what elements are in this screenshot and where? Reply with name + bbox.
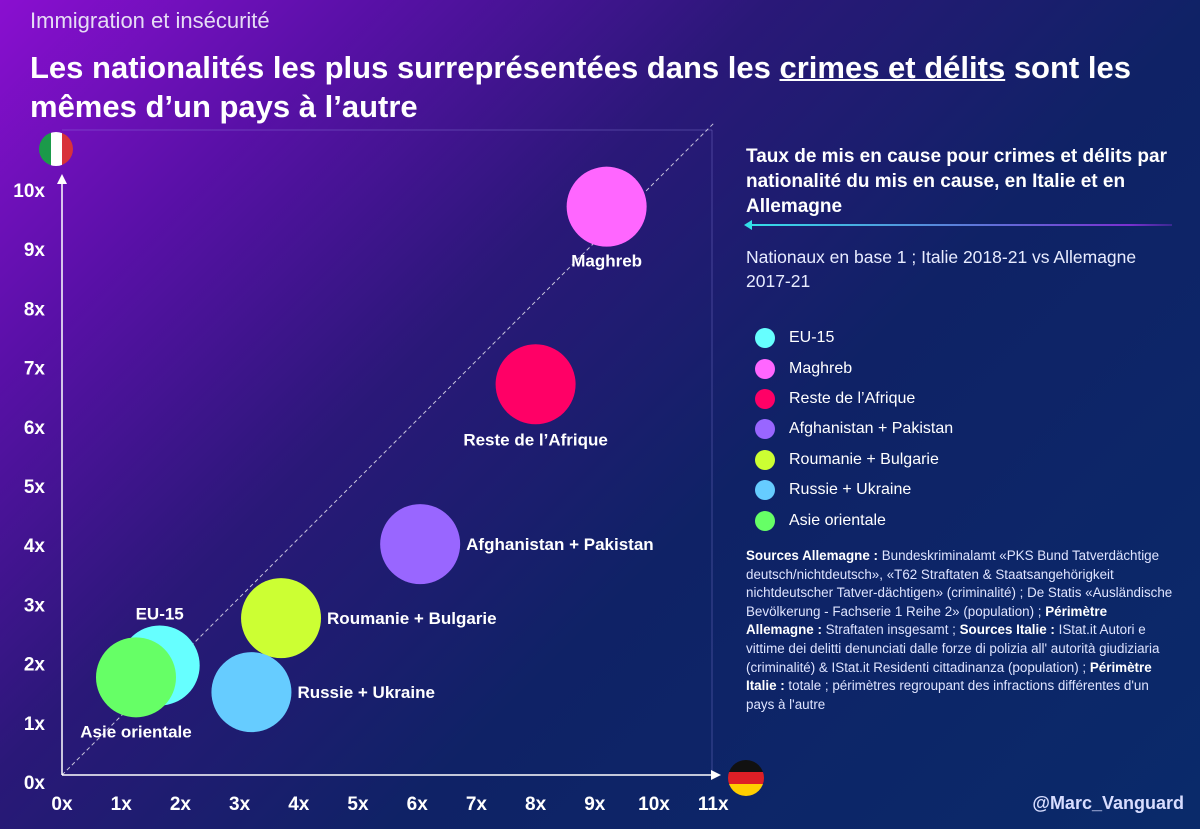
bubble-label: Afghanistan + Pakistan (466, 535, 654, 554)
y-tick-label: 2x (24, 655, 46, 676)
x-tick-label: 11x (698, 794, 729, 815)
legend-swatch (755, 328, 775, 349)
bubble-asie-orientale (96, 637, 176, 718)
page-title: Les nationalités les plus surreprésentée… (30, 48, 1170, 126)
sources-body: Straftaten insgesamt ; (821, 622, 960, 638)
sources-heading: Sources Allemagne : (746, 548, 878, 563)
legend-item: EU-15 (755, 323, 953, 353)
x-tick-label: 8x (525, 794, 547, 815)
bubble-russie-ukraine (211, 652, 292, 733)
x-tick-label: 6x (407, 794, 429, 815)
x-tick-label: 7x (466, 794, 488, 815)
bubble-label: Asie orientale (80, 722, 192, 741)
sources-text: Sources Allemagne : Bundeskriminalamt «P… (746, 547, 1176, 714)
bubble-label: Reste de l’Afrique (463, 430, 608, 449)
legend-swatch (755, 419, 775, 440)
bubble-label: Russie + Ukraine (297, 683, 435, 702)
x-tick-label: 3x (229, 794, 251, 815)
x-tick-label: 0x (51, 794, 73, 815)
bubble-label: Maghreb (571, 252, 642, 271)
legend-label: Reste de l’Afrique (789, 389, 916, 407)
x-tick-label: 1x (111, 794, 133, 815)
bubble-reste-de-l-afrique (495, 344, 576, 425)
y-axis-arrow (57, 174, 67, 184)
author-credit: @Marc_Vanguard (1032, 793, 1184, 813)
bubble-afghanistan-pakistan (380, 504, 461, 585)
legend-swatch (755, 358, 775, 379)
sources-body: totale ; périmètres regroupant des infra… (746, 678, 1149, 712)
legend-label: Maghreb (789, 359, 853, 377)
x-tick-label: 9x (584, 794, 606, 815)
x-axis-arrow (711, 770, 721, 780)
title-underlined: crimes et délits (779, 50, 1006, 85)
plot-frame (62, 129, 713, 775)
axes (57, 174, 721, 780)
flag-germany-icon (728, 760, 764, 796)
legend: EU-15 Maghreb Reste de l’Afrique Afghanista… (755, 323, 953, 536)
y-tick-label: 3x (24, 595, 46, 616)
y-tick-label: 7x (24, 359, 46, 380)
legend-swatch (755, 510, 775, 531)
y-tick-label: 9x (24, 240, 46, 261)
legend-swatch (755, 388, 775, 409)
legend-item: Maghreb (755, 353, 953, 383)
panel-subtitle: Nationaux en base 1 ; Italie 2018-21 vs … (746, 247, 1137, 291)
legend-item: Afghanistan + Pakistan (755, 414, 953, 444)
legend-item: Asie orientale (755, 505, 953, 535)
legend-label: Roumanie + Bulgarie (789, 450, 939, 468)
flag-italy-icon (39, 132, 73, 166)
title-part1: Les nationalités les plus surreprésentée… (30, 50, 780, 85)
bubble-maghreb (566, 166, 647, 247)
sources-body: Bundeskriminalamt «PKS Bund Tatverdächti… (746, 548, 1173, 619)
legend-label: Afghanistan + Pakistan (789, 420, 954, 438)
bubble-roumanie-bulgarie (241, 578, 322, 659)
x-tick-label: 10x (638, 794, 670, 815)
y-tick-label: 5x (24, 477, 46, 498)
bubble-label: Roumanie + Bulgarie (327, 609, 497, 628)
legend-item: Roumanie + Bulgarie (755, 445, 953, 475)
legend-item: Reste de l’Afrique (755, 384, 953, 414)
sources-heading: Sources Italie : (959, 622, 1055, 638)
x-tick-label: 2x (170, 794, 192, 815)
legend-swatch (755, 449, 775, 470)
legend-label: Russie + Ukraine (789, 481, 912, 499)
legend-label: Asie orientale (789, 511, 886, 529)
sources-heading: Périmètre Italie : (746, 659, 1152, 694)
title-part2: sont les mêmes d’un pays à l’autre (30, 50, 1131, 124)
y-tick-label: 0x (24, 773, 46, 794)
legend-swatch (755, 480, 775, 501)
y-tick-label: 10x (13, 181, 45, 202)
x-tick-label: 4x (288, 794, 310, 815)
y-tick-label: 6x (24, 418, 46, 439)
legend-item: Russie + Ukraine (755, 475, 953, 505)
sources-heading: Périmètre Allemagne : (746, 603, 1108, 638)
bubble-label: EU-15 (136, 604, 184, 623)
y-tick-label: 1x (24, 714, 46, 735)
legend-label: EU-15 (789, 329, 835, 347)
sources-body: IStat.it Autori e vittime dei delitti de… (746, 622, 1160, 675)
y-tick-label: 4x (24, 536, 46, 557)
panel-title: Taux de mis en cause pour crimes et déli… (746, 146, 1167, 217)
x-tick-label: 5x (347, 794, 369, 815)
y-tick-label: 8x (24, 299, 46, 320)
kicker: Immigration et insécurité (30, 8, 270, 33)
panel-divider-arrow (744, 220, 1172, 230)
